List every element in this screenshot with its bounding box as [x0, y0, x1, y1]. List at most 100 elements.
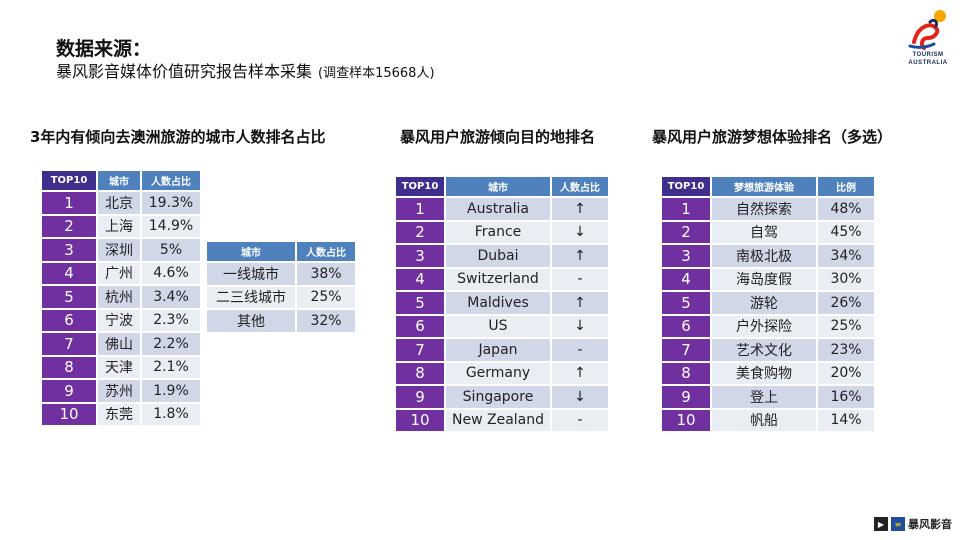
table-cell: Germany: [446, 362, 550, 384]
table-cell: -: [552, 409, 608, 431]
table-cell: 30%: [818, 268, 874, 290]
table-cell: 20%: [818, 362, 874, 384]
table-cell: 东莞: [98, 403, 140, 425]
table-cell: New Zealand: [446, 409, 550, 431]
page-subtitle: 暴风影音媒体价值研究报告样本采集 (调查样本15668人): [56, 58, 435, 82]
rank-cell: 2: [396, 221, 444, 243]
rank-cell: 6: [662, 315, 710, 337]
table-row: 10 New Zealand -: [396, 409, 608, 431]
table-cell: 34%: [818, 245, 874, 267]
table-row: 一线城市 38%: [207, 263, 355, 285]
table-cell: 美食购物: [712, 362, 816, 384]
column-header: 比例: [818, 177, 874, 196]
rank-cell: 8: [42, 356, 96, 378]
table-cell: 户外探险: [712, 315, 816, 337]
table-row: 7 艺术文化 23%: [662, 339, 874, 361]
table-cell: 1.8%: [142, 403, 200, 425]
table-cell: 32%: [297, 310, 355, 332]
table-cell: 14.9%: [142, 215, 200, 237]
table-cell: ↓: [552, 221, 608, 243]
table-cell: ↑: [552, 198, 608, 220]
table-row: 1 自然探索 48%: [662, 198, 874, 220]
table-cell: 19.3%: [142, 192, 200, 214]
table-row: 5 游轮 26%: [662, 292, 874, 314]
table-cell: 海岛度假: [712, 268, 816, 290]
baofeng-icon: ≡: [891, 517, 905, 531]
table-cell: 2.3%: [142, 309, 200, 331]
table-cell: 天津: [98, 356, 140, 378]
rank-cell: 6: [42, 309, 96, 331]
table-cell: 游轮: [712, 292, 816, 314]
table-row: 其他 32%: [207, 310, 355, 332]
table-cell: Japan: [446, 339, 550, 361]
rank-cell: 3: [662, 245, 710, 267]
baofeng-footer-logo: ▶ ≡ 暴风影音: [874, 516, 952, 532]
column-header: 人数占比: [297, 242, 355, 261]
rank-cell: 9: [396, 386, 444, 408]
table-cell: 4.6%: [142, 262, 200, 284]
rank-cell: 7: [396, 339, 444, 361]
table-cell: 上海: [98, 215, 140, 237]
rank-cell: 4: [662, 268, 710, 290]
table-cell: ↑: [552, 362, 608, 384]
table-row: 4 海岛度假 30%: [662, 268, 874, 290]
table-cell: 其他: [207, 310, 295, 332]
column-header: 城市: [207, 242, 295, 261]
table-cell: 2.2%: [142, 333, 200, 355]
page-title: 数据来源：: [56, 38, 152, 60]
table-cell: Maldives: [446, 292, 550, 314]
footer-brand: 暴风影音: [908, 518, 952, 531]
column-header: 人数占比: [552, 177, 608, 196]
table-cell: 1.9%: [142, 380, 200, 402]
rank-cell: 2: [662, 221, 710, 243]
rank-cell: 10: [396, 409, 444, 431]
table-row: 3 深圳 5%: [42, 239, 200, 261]
table-cell: 杭州: [98, 286, 140, 308]
rank-cell: 10: [662, 409, 710, 431]
table-row: 3 南极北极 34%: [662, 245, 874, 267]
table-row: 9 登上 16%: [662, 386, 874, 408]
table-row: 1 Australia ↑: [396, 198, 608, 220]
rank-cell: 7: [42, 333, 96, 355]
table-cell: France: [446, 221, 550, 243]
rank-cell: 6: [396, 315, 444, 337]
rank-cell: 3: [396, 245, 444, 267]
subtitle-text: 暴风影音媒体价值研究报告样本采集: [56, 62, 313, 81]
table-cell: Switzerland: [446, 268, 550, 290]
table-row: 4 Switzerland -: [396, 268, 608, 290]
table-row: 6 户外探险 25%: [662, 315, 874, 337]
table-row: 9 Singapore ↓: [396, 386, 608, 408]
table-cell: 艺术文化: [712, 339, 816, 361]
rank-cell: 10: [42, 403, 96, 425]
logo-line1: TOURISM: [912, 52, 944, 58]
rank-cell: 8: [662, 362, 710, 384]
city-ranking-table: TOP10 城市 人数占比 1 北京 19.3% 2 上海 14.9% 3 深圳 5% 4 广州 4.…: [40, 169, 202, 427]
table-cell: 3.4%: [142, 286, 200, 308]
table-cell: 23%: [818, 339, 874, 361]
rank-cell: 8: [396, 362, 444, 384]
table-cell: ↓: [552, 386, 608, 408]
table-row: 10 帆船 14%: [662, 409, 874, 431]
rank-cell: 7: [662, 339, 710, 361]
column-header: TOP10: [662, 177, 710, 196]
table-cell: 自然探索: [712, 198, 816, 220]
table-cell: 登上: [712, 386, 816, 408]
table-row: 5 杭州 3.4%: [42, 286, 200, 308]
table-cell: -: [552, 268, 608, 290]
column-header: 人数占比: [142, 171, 200, 190]
rank-cell: 9: [42, 380, 96, 402]
column-header: TOP10: [42, 171, 96, 190]
table-row: 8 天津 2.1%: [42, 356, 200, 378]
city-ranking-rows: 1 北京 19.3% 2 上海 14.9% 3 深圳 5% 4 广州 4.6% 5 杭州 3.4% 6 宁波 2.…: [42, 192, 200, 425]
table-cell: 38%: [297, 263, 355, 285]
table-row: 6 宁波 2.3%: [42, 309, 200, 331]
rank-cell: 4: [396, 268, 444, 290]
table-row: 4 广州 4.6%: [42, 262, 200, 284]
table-cell: ↑: [552, 245, 608, 267]
table-cell: Dubai: [446, 245, 550, 267]
table-cell: Singapore: [446, 386, 550, 408]
column-header: 城市: [446, 177, 550, 196]
rank-cell: 1: [42, 192, 96, 214]
sample-note: (调查样本15668人): [318, 66, 435, 81]
table-cell: 二三线城市: [207, 286, 295, 308]
